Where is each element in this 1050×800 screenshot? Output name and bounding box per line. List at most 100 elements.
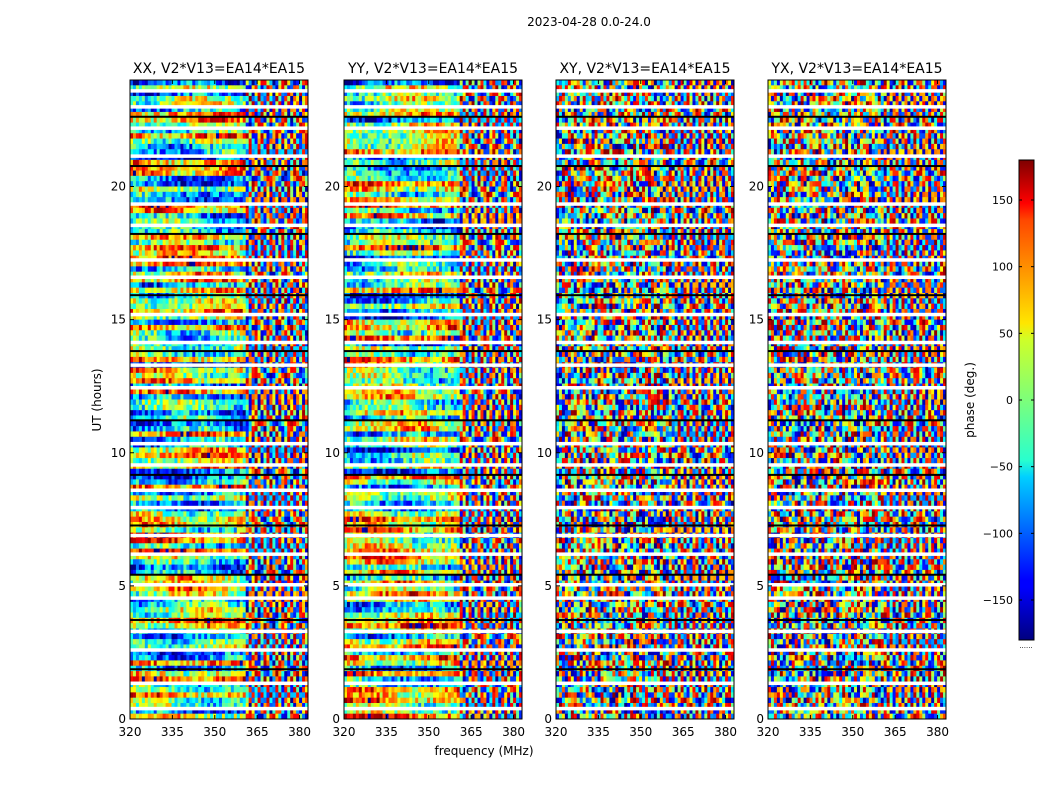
- flag-band: [344, 419, 522, 421]
- flag-band: [344, 276, 522, 280]
- y-tick-label: 5: [332, 579, 340, 593]
- flag-band: [130, 233, 308, 235]
- flag-band: [130, 202, 308, 206]
- flag-band: [556, 363, 734, 367]
- flag-band: [556, 442, 734, 446]
- flag-band: [344, 258, 522, 262]
- x-tick-label: 320: [757, 725, 780, 739]
- x-tick-label: 365: [672, 725, 695, 739]
- phase-image-yx: [768, 80, 946, 719]
- flag-band: [130, 442, 308, 446]
- flag-band: [130, 105, 308, 109]
- y-tick-label: 0: [544, 712, 552, 726]
- flag-band: [768, 294, 946, 296]
- flag-band: [556, 619, 734, 621]
- x-tick-label: 380: [926, 725, 949, 739]
- flag-band: [768, 276, 946, 280]
- y-tick-label: 15: [749, 313, 764, 327]
- x-tick-label: 335: [161, 725, 184, 739]
- flag-band: [344, 294, 522, 296]
- y-tick-label: 20: [111, 180, 126, 194]
- flag-band: [768, 648, 946, 652]
- flag-band: [344, 363, 522, 367]
- flag-band: [556, 506, 734, 510]
- colorbar-footer: ......: [1019, 642, 1032, 650]
- x-tick-label: 365: [246, 725, 269, 739]
- flag-band: [130, 596, 308, 600]
- flag-band: [344, 341, 522, 345]
- flag-band: [344, 224, 522, 228]
- colorbar-label: phase (deg.): [963, 362, 977, 438]
- flag-band: [130, 648, 308, 652]
- x-tick-label: 380: [288, 725, 311, 739]
- flag-band: [344, 534, 522, 538]
- flag-band: [556, 583, 734, 587]
- flag-band: [768, 341, 946, 345]
- flag-band: [344, 313, 522, 317]
- y-tick-label: 15: [537, 313, 552, 327]
- panel-title-yy: YY, V2*V13=EA14*EA15: [347, 61, 518, 77]
- panel-title-xy: XY, V2*V13=EA14*EA15: [559, 61, 730, 77]
- y-tick-label: 10: [537, 446, 552, 460]
- flag-band: [768, 165, 946, 167]
- colorbar-tick-label: −50: [990, 461, 1013, 474]
- x-tick-label: 335: [587, 725, 610, 739]
- colorbar-tick-label: −100: [983, 527, 1013, 540]
- flag-band: [556, 630, 734, 634]
- flag-band: [768, 583, 946, 587]
- flag-band: [130, 419, 308, 421]
- flag-band: [344, 668, 522, 670]
- y-tick-label: 15: [325, 313, 340, 327]
- flag-band: [130, 224, 308, 228]
- flag-band: [556, 489, 734, 493]
- flag-band: [768, 524, 946, 526]
- flag-band: [768, 202, 946, 206]
- flag-band: [344, 105, 522, 109]
- flag-band: [768, 534, 946, 538]
- x-tick-label: 350: [841, 725, 864, 739]
- phase-image-yy: [344, 80, 522, 719]
- flag-band: [130, 154, 308, 158]
- x-tick-label: 380: [714, 725, 737, 739]
- flag-band: [130, 276, 308, 280]
- flag-band: [344, 506, 522, 510]
- flag-band: [344, 574, 522, 576]
- phase-image-xy: [556, 80, 734, 719]
- flag-band: [768, 224, 946, 228]
- flag-band: [556, 707, 734, 711]
- flag-band: [768, 552, 946, 556]
- y-tick-label: 10: [325, 446, 340, 460]
- flag-band: [556, 648, 734, 652]
- flag-band: [556, 165, 734, 167]
- flag-band: [344, 233, 522, 235]
- flag-band: [768, 154, 946, 158]
- colorbar-tick-label: 100: [992, 261, 1013, 274]
- flag-band: [556, 574, 734, 576]
- y-tick-label: 10: [111, 446, 126, 460]
- flag-band: [768, 313, 946, 317]
- flag-band: [344, 648, 522, 652]
- flag-band: [344, 442, 522, 446]
- flag-band: [768, 258, 946, 262]
- flag-band: [344, 630, 522, 634]
- flag-band: [556, 552, 734, 556]
- flag-band: [344, 202, 522, 206]
- y-tick-label: 0: [332, 712, 340, 726]
- flag-band: [130, 258, 308, 262]
- flag-band: [556, 463, 734, 467]
- flag-band: [344, 165, 522, 167]
- y-tick-label: 5: [756, 579, 764, 593]
- x-axis-label: frequency (MHz): [434, 744, 533, 758]
- flag-band: [130, 682, 308, 686]
- flag-band: [768, 707, 946, 711]
- flag-band: [556, 534, 734, 538]
- flag-band: [556, 350, 734, 352]
- flag-band: [130, 552, 308, 556]
- y-axis-label: UT (hours): [90, 368, 104, 431]
- flag-band: [344, 463, 522, 467]
- y-tick-label: 20: [749, 180, 764, 194]
- flag-band: [556, 233, 734, 235]
- flag-band: [768, 442, 946, 446]
